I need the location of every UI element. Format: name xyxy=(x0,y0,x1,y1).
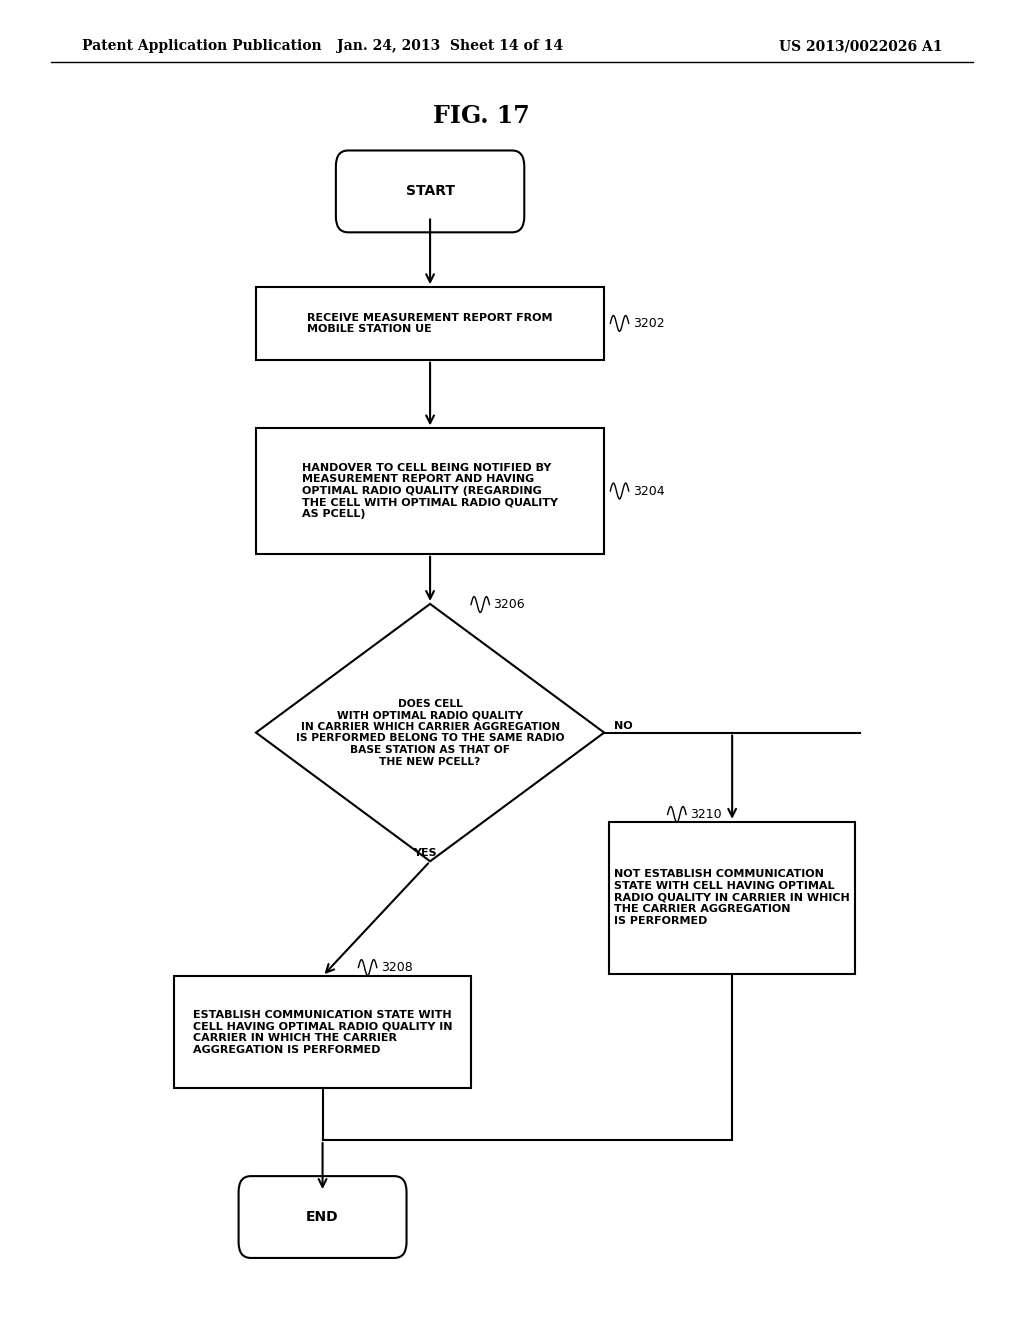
Text: HANDOVER TO CELL BEING NOTIFIED BY
MEASUREMENT REPORT AND HAVING
OPTIMAL RADIO Q: HANDOVER TO CELL BEING NOTIFIED BY MEASU… xyxy=(302,463,558,519)
Bar xyxy=(256,286,604,359)
FancyBboxPatch shape xyxy=(336,150,524,232)
Text: Jan. 24, 2013  Sheet 14 of 14: Jan. 24, 2013 Sheet 14 of 14 xyxy=(338,40,563,53)
Bar xyxy=(609,821,855,974)
Bar xyxy=(256,428,604,554)
Text: US 2013/0022026 A1: US 2013/0022026 A1 xyxy=(778,40,942,53)
Text: 3202: 3202 xyxy=(633,317,665,330)
Text: FIG. 17: FIG. 17 xyxy=(433,104,529,128)
Text: 3206: 3206 xyxy=(494,598,525,611)
Text: YES: YES xyxy=(413,847,437,858)
Text: 3208: 3208 xyxy=(381,961,413,974)
Text: ESTABLISH COMMUNICATION STATE WITH
CELL HAVING OPTIMAL RADIO QUALITY IN
CARRIER : ESTABLISH COMMUNICATION STATE WITH CELL … xyxy=(193,1010,453,1055)
Text: NO: NO xyxy=(614,721,633,731)
Text: RECEIVE MEASUREMENT REPORT FROM
MOBILE STATION UE: RECEIVE MEASUREMENT REPORT FROM MOBILE S… xyxy=(307,313,553,334)
Text: START: START xyxy=(406,185,455,198)
Text: NOT ESTABLISH COMMUNICATION
STATE WITH CELL HAVING OPTIMAL
RADIO QUALITY IN CARR: NOT ESTABLISH COMMUNICATION STATE WITH C… xyxy=(614,870,850,925)
Text: END: END xyxy=(306,1210,339,1224)
Text: DOES CELL
WITH OPTIMAL RADIO QUALITY
IN CARRIER WHICH CARRIER AGGREGATION
IS PER: DOES CELL WITH OPTIMAL RADIO QUALITY IN … xyxy=(296,698,564,767)
Text: Patent Application Publication: Patent Application Publication xyxy=(82,40,322,53)
Polygon shape xyxy=(256,605,604,861)
Bar xyxy=(174,977,471,1088)
FancyBboxPatch shape xyxy=(239,1176,407,1258)
Text: 3210: 3210 xyxy=(690,808,722,821)
Text: 3204: 3204 xyxy=(633,484,665,498)
